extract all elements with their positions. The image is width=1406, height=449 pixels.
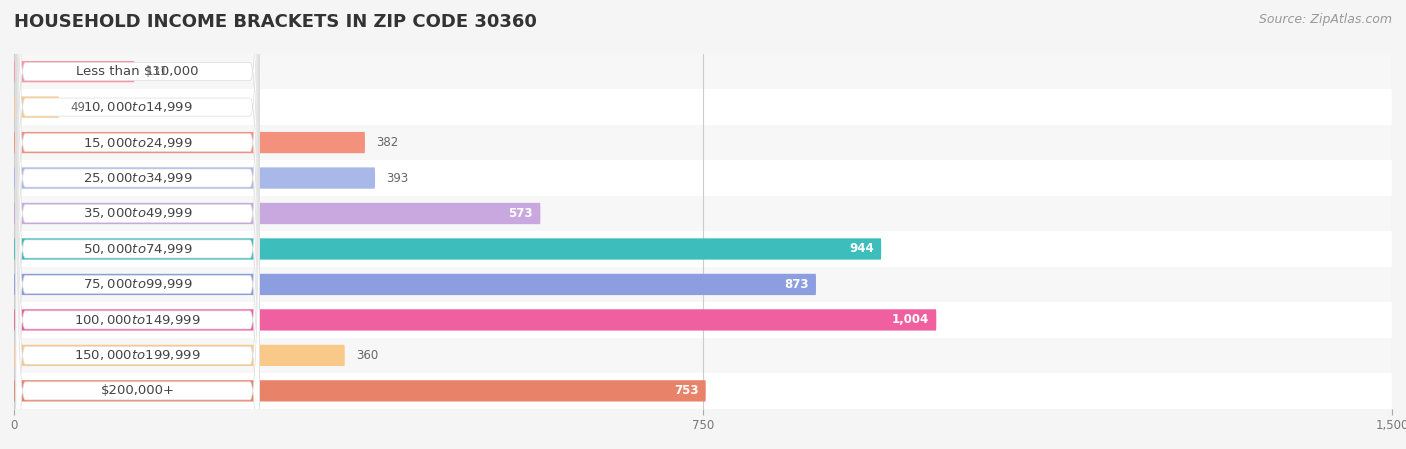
Bar bbox=[14, 54, 1392, 89]
FancyBboxPatch shape bbox=[15, 0, 259, 449]
FancyBboxPatch shape bbox=[14, 61, 135, 82]
FancyBboxPatch shape bbox=[14, 167, 375, 189]
Text: $10,000 to $14,999: $10,000 to $14,999 bbox=[83, 100, 193, 114]
Text: $35,000 to $49,999: $35,000 to $49,999 bbox=[83, 207, 193, 220]
FancyBboxPatch shape bbox=[15, 10, 259, 449]
Text: 131: 131 bbox=[145, 65, 167, 78]
FancyBboxPatch shape bbox=[15, 0, 259, 449]
Bar bbox=[14, 302, 1392, 338]
Text: 573: 573 bbox=[509, 207, 533, 220]
FancyBboxPatch shape bbox=[14, 380, 706, 401]
Bar bbox=[14, 160, 1392, 196]
Text: 873: 873 bbox=[785, 278, 808, 291]
Text: $15,000 to $24,999: $15,000 to $24,999 bbox=[83, 136, 193, 150]
FancyBboxPatch shape bbox=[14, 238, 882, 260]
Text: Source: ZipAtlas.com: Source: ZipAtlas.com bbox=[1258, 13, 1392, 26]
Bar bbox=[14, 125, 1392, 160]
Bar bbox=[14, 373, 1392, 409]
FancyBboxPatch shape bbox=[15, 0, 259, 449]
Text: $200,000+: $200,000+ bbox=[101, 384, 174, 397]
Text: $25,000 to $34,999: $25,000 to $34,999 bbox=[83, 171, 193, 185]
FancyBboxPatch shape bbox=[15, 0, 259, 449]
Text: $100,000 to $149,999: $100,000 to $149,999 bbox=[75, 313, 201, 327]
FancyBboxPatch shape bbox=[15, 0, 259, 449]
Bar bbox=[14, 89, 1392, 125]
Text: 393: 393 bbox=[387, 172, 408, 185]
Text: 944: 944 bbox=[849, 242, 875, 255]
Text: 382: 382 bbox=[375, 136, 398, 149]
Text: $150,000 to $199,999: $150,000 to $199,999 bbox=[75, 348, 201, 362]
Text: Less than $10,000: Less than $10,000 bbox=[76, 65, 198, 78]
Bar bbox=[14, 338, 1392, 373]
Text: $75,000 to $99,999: $75,000 to $99,999 bbox=[83, 277, 193, 291]
FancyBboxPatch shape bbox=[14, 97, 59, 118]
FancyBboxPatch shape bbox=[14, 203, 540, 224]
Text: HOUSEHOLD INCOME BRACKETS IN ZIP CODE 30360: HOUSEHOLD INCOME BRACKETS IN ZIP CODE 30… bbox=[14, 13, 537, 31]
Text: 360: 360 bbox=[356, 349, 378, 362]
FancyBboxPatch shape bbox=[15, 45, 259, 449]
Bar bbox=[14, 267, 1392, 302]
FancyBboxPatch shape bbox=[14, 309, 936, 330]
Text: 49: 49 bbox=[70, 101, 86, 114]
FancyBboxPatch shape bbox=[15, 0, 259, 417]
FancyBboxPatch shape bbox=[15, 0, 259, 449]
FancyBboxPatch shape bbox=[14, 132, 366, 153]
Text: $50,000 to $74,999: $50,000 to $74,999 bbox=[83, 242, 193, 256]
FancyBboxPatch shape bbox=[15, 0, 259, 449]
Text: 1,004: 1,004 bbox=[891, 313, 929, 326]
FancyBboxPatch shape bbox=[14, 345, 344, 366]
Bar bbox=[14, 196, 1392, 231]
Text: 753: 753 bbox=[673, 384, 699, 397]
FancyBboxPatch shape bbox=[14, 274, 815, 295]
Bar bbox=[14, 231, 1392, 267]
